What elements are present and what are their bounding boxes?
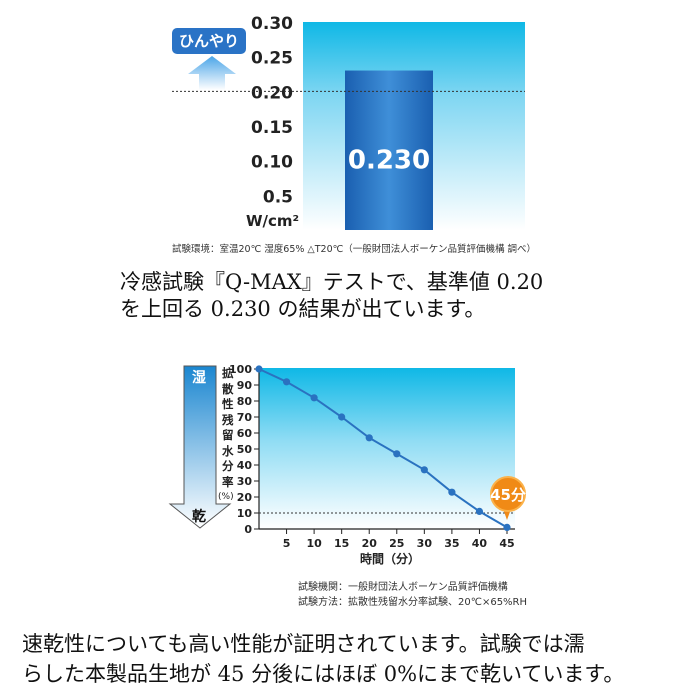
data-point <box>338 413 346 421</box>
x-tick-label: 5 <box>283 537 291 550</box>
test-method-note: 試験方法：拡散性残留水分率試験、20℃×65%RH <box>298 597 528 608</box>
x-tick-label: 35 <box>444 537 459 550</box>
data-point <box>448 488 456 496</box>
x-tick-label: 45 <box>499 537 514 550</box>
unit-label: W/cm² <box>246 212 300 230</box>
wet-to-dry-arrow-icon <box>168 365 232 529</box>
bar-value <box>345 70 433 231</box>
cooling-caption-line-1: 冷感試験『Q-MAX』テストで、基準値 0.20 <box>120 270 544 294</box>
data-point <box>282 378 291 386</box>
series-line <box>258 368 508 529</box>
y-tick-label: 10 <box>237 507 253 520</box>
x-tick-label: 25 <box>389 537 404 550</box>
y-tick-label: 40 <box>237 459 253 472</box>
y-tick-label: 0.20 <box>251 83 293 103</box>
y-axis-title: 拡散性残留水分率 <box>222 366 234 489</box>
dry-label: 乾 <box>192 509 206 525</box>
dry-caption-line-2: らした本製品生地が 45 分後にはほぼ 0%にまで乾いています。 <box>22 662 625 686</box>
cool-badge: ひんやり <box>172 28 246 54</box>
y-tick-label: 50 <box>237 443 253 456</box>
45min-badge-label: 45分 <box>490 486 526 504</box>
x-tick-label: 10 <box>306 537 322 550</box>
test-institution-note: 試験機関：一般財団法人ボーケン品質評価機構 <box>298 582 508 593</box>
wet-label: 湿 <box>192 370 206 386</box>
y-tick-label: 70 <box>237 411 253 424</box>
y-tick-label: 0 <box>244 523 252 536</box>
y-tick-label: 0.30 <box>251 14 293 34</box>
y-tick-label: 0.15 <box>251 118 293 138</box>
bar-data-label: 0.230 <box>348 146 430 176</box>
data-point <box>475 507 484 515</box>
y-tick-label: 100 <box>229 363 252 376</box>
up-arrow-icon <box>188 56 236 90</box>
cooling-caption-line-2: を上回る 0.230 の結果が出ています。 <box>120 297 486 321</box>
y-tick-label: 0.25 <box>251 49 293 69</box>
data-point <box>393 450 401 458</box>
x-tick-label: 40 <box>472 537 488 550</box>
data-point <box>310 394 318 402</box>
y-tick-label: 60 <box>237 427 253 440</box>
y-tick-label: 80 <box>237 395 253 408</box>
x-tick-label: 30 <box>417 537 433 550</box>
data-point <box>503 523 511 531</box>
y-tick-label: 30 <box>237 475 253 488</box>
x-axis-title: 時間（分） <box>360 552 421 566</box>
x-tick-label: 15 <box>334 537 349 550</box>
cooling-chart-svg: 0.5 0.10 0.15 0.20 0.25 0.30 0.230 <box>172 14 525 231</box>
data-point <box>420 466 428 474</box>
y-axis-unit: (%) <box>218 492 234 502</box>
data-point <box>365 434 373 442</box>
test-environment-note: 試験環境：室温20℃ 湿度65% △T20℃（一般財団法人ボーケン品質評価機構 … <box>172 244 537 255</box>
dry-caption-line-1: 速乾性についても高い性能が証明されています。試験では濡 <box>22 632 585 656</box>
data-point <box>255 365 263 373</box>
x-tick-label: 20 <box>362 537 378 550</box>
y-tick-label: 20 <box>237 491 253 504</box>
45min-badge-circle <box>490 476 526 512</box>
y-tick-label: 0.5 <box>263 187 293 207</box>
y-tick-label: 90 <box>237 379 253 392</box>
y-tick-label: 0.10 <box>251 153 293 173</box>
